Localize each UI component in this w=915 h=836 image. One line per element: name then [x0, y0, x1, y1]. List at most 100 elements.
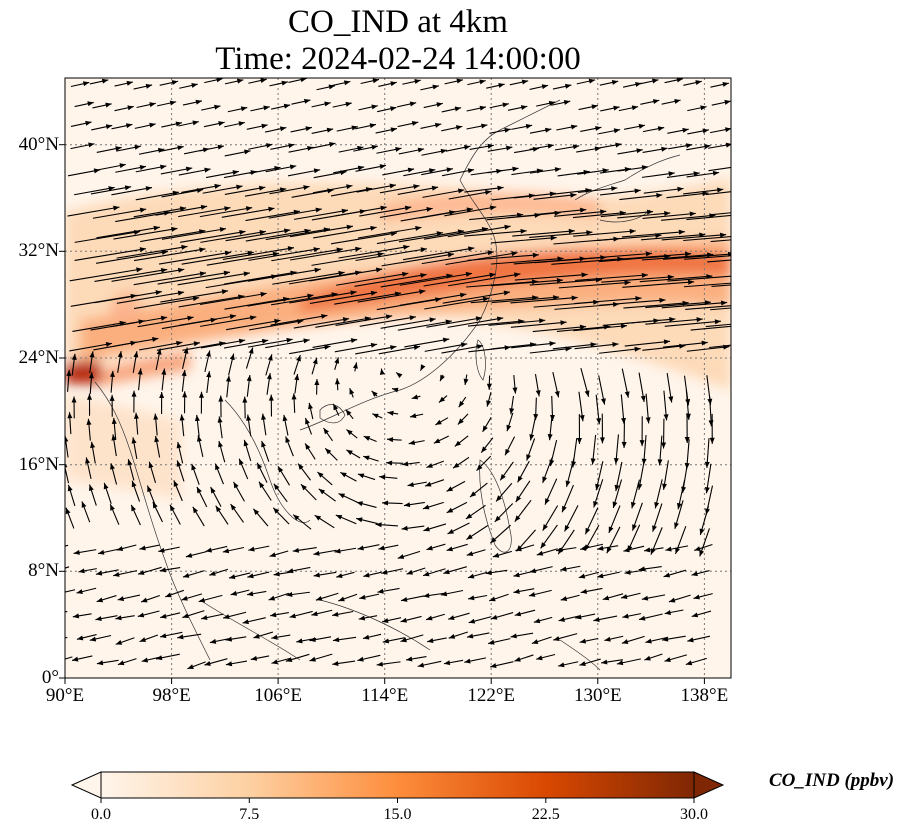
wind-vector — [226, 319, 281, 331]
wind-vector-head — [386, 460, 393, 466]
wind-vector-head — [176, 460, 182, 467]
wind-vector-head — [82, 81, 90, 87]
wind-vector — [67, 206, 120, 217]
wind-vector — [444, 206, 497, 217]
wind-vector-head — [426, 615, 433, 621]
wind-vector-head — [285, 657, 293, 662]
wind-vector-head — [305, 417, 310, 425]
wind-vector-head — [641, 272, 648, 278]
wind-vector — [617, 318, 676, 325]
wind-vector-head — [243, 271, 250, 277]
wind-vector-head — [611, 186, 618, 192]
wind-vector-head — [248, 347, 254, 354]
wind-vector-head — [223, 614, 230, 620]
wind-vector-head — [684, 436, 690, 443]
wind-vector-head — [585, 527, 591, 535]
wind-vector — [643, 187, 684, 194]
wind-vector-head — [408, 440, 416, 446]
wind-vector-head — [161, 249, 169, 255]
wind-vector-head — [200, 204, 208, 210]
wind-vector-head — [346, 184, 353, 190]
wind-vector-head — [117, 596, 125, 602]
wind-vector-head — [173, 480, 179, 487]
wind-vector-head — [664, 657, 671, 662]
wind-vector — [178, 207, 231, 218]
wind-vector-head — [684, 251, 692, 257]
wind-vector-head — [514, 272, 521, 278]
wind-vector — [74, 230, 141, 243]
wind-vector-head — [187, 315, 194, 321]
wind-vector-head — [141, 657, 149, 663]
wind-vector-head — [469, 491, 477, 498]
wind-vector-head — [289, 613, 296, 619]
wind-vector-head — [485, 570, 492, 576]
wind-vector-head — [668, 597, 676, 603]
wind-vector-head — [90, 441, 96, 449]
wind-vector-head — [382, 638, 390, 644]
wind-vector-head — [438, 396, 446, 403]
wind-vector-head — [593, 501, 598, 508]
wind-vector-head — [117, 351, 123, 358]
wind-vector-head — [492, 552, 500, 558]
wind-vector-head — [181, 369, 187, 377]
wind-vector-head — [401, 596, 408, 602]
wind-vector — [441, 345, 484, 354]
axis-tick-marks — [59, 144, 705, 684]
wind-vector-head — [197, 435, 202, 442]
wind-vector-head — [88, 142, 95, 148]
wind-vector-head — [479, 105, 486, 111]
wind-vector — [330, 187, 373, 197]
wind-vector-head — [350, 290, 357, 296]
wind-vector-head — [303, 338, 310, 344]
wind-vector — [289, 291, 357, 304]
wind-vector-head — [392, 387, 399, 393]
wind-vector-head — [440, 374, 445, 382]
wind-vector — [271, 248, 343, 262]
wind-vector-head — [287, 568, 294, 574]
wind-vector-head — [691, 612, 699, 618]
wind-vector-head — [152, 501, 158, 509]
wind-vector-head — [446, 507, 454, 513]
wind-vector-head — [563, 100, 571, 105]
wind-vector — [178, 295, 245, 308]
wind-vector — [95, 250, 169, 264]
wind-vector-head — [542, 476, 548, 483]
wind-vector-head — [55, 591, 61, 596]
wind-vector — [556, 325, 611, 333]
wind-vector — [379, 185, 420, 194]
wind-vector — [399, 293, 467, 306]
wind-vector-head — [645, 251, 652, 257]
wind-vector-head — [245, 206, 253, 212]
wind-vector-head — [547, 434, 553, 441]
wind-vector — [666, 192, 709, 199]
wind-vector — [268, 208, 322, 219]
wind-vector-head — [139, 247, 147, 253]
wind-vector-head — [309, 637, 316, 643]
wind-vector-head — [160, 633, 167, 639]
wind-vector-head — [395, 146, 402, 152]
wind-vector-head — [329, 142, 336, 147]
wind-vector-head — [600, 398, 606, 405]
colorbar-tick-label: 0.0 — [91, 806, 111, 823]
wind-vector — [248, 248, 320, 261]
wind-vector-head — [233, 481, 239, 489]
wind-vector-head — [406, 656, 413, 662]
wind-vector — [160, 290, 229, 303]
wind-vector-head — [487, 250, 494, 256]
wind-vector — [312, 339, 358, 348]
wind-vector — [330, 232, 398, 245]
wind-vector-head — [488, 639, 495, 645]
wind-vector-head — [691, 571, 698, 577]
wind-vector-head — [304, 98, 311, 104]
wind-vector — [222, 247, 295, 260]
wind-vector-head — [512, 166, 519, 172]
wind-vector-head — [409, 315, 416, 321]
wind-vector — [111, 186, 153, 196]
wind-vector — [65, 589, 76, 593]
wind-vector-head — [490, 614, 498, 620]
wind-vector-head — [204, 661, 211, 666]
wind-vector-head — [382, 500, 389, 506]
wind-vector-head — [656, 193, 663, 199]
wind-vector-head — [428, 168, 436, 174]
wind-vector-head — [678, 229, 685, 235]
